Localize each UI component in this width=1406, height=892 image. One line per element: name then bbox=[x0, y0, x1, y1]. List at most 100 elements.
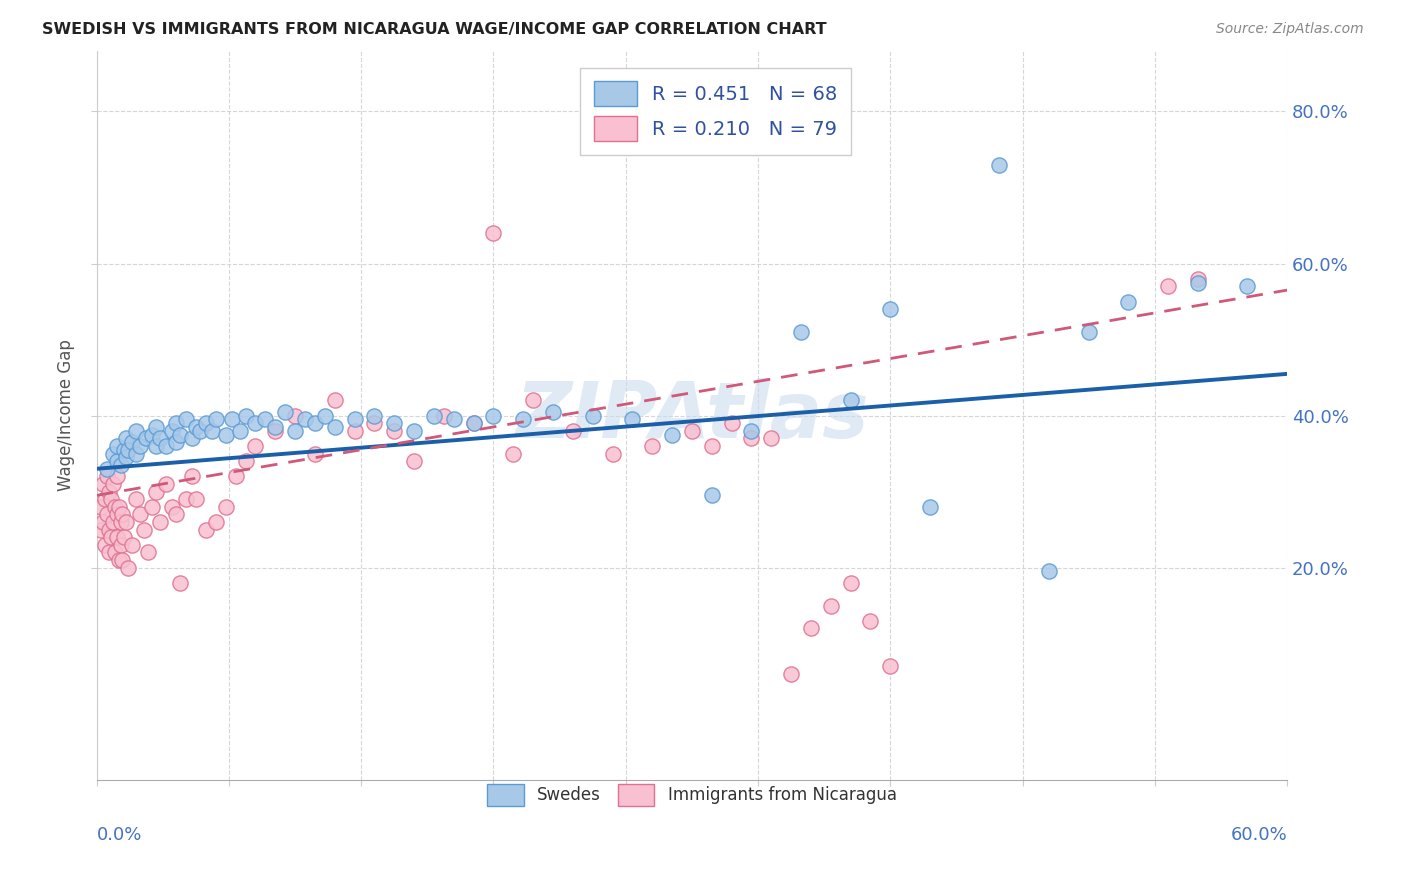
Point bbox=[145, 420, 167, 434]
Point bbox=[1236, 279, 1258, 293]
Point bbox=[790, 325, 813, 339]
Point bbox=[115, 450, 138, 465]
Point bbox=[1038, 565, 1060, 579]
Point bbox=[720, 416, 742, 430]
Point bbox=[839, 575, 862, 590]
Point bbox=[304, 416, 326, 430]
Point bbox=[181, 469, 204, 483]
Point bbox=[879, 302, 901, 317]
Point bbox=[184, 420, 207, 434]
Point bbox=[160, 500, 183, 514]
Point bbox=[174, 492, 197, 507]
Point bbox=[363, 416, 385, 430]
Point bbox=[96, 508, 118, 522]
Point bbox=[1077, 325, 1099, 339]
Point bbox=[114, 530, 136, 544]
Point bbox=[264, 424, 287, 438]
Point bbox=[314, 409, 336, 423]
Point bbox=[107, 553, 129, 567]
Point bbox=[155, 439, 177, 453]
Point bbox=[136, 545, 159, 559]
Point bbox=[93, 492, 115, 507]
Point bbox=[97, 484, 120, 499]
Point bbox=[482, 226, 505, 240]
Point bbox=[1187, 271, 1209, 285]
Point bbox=[97, 523, 120, 537]
Point bbox=[304, 446, 326, 460]
Point bbox=[194, 416, 217, 430]
Point bbox=[294, 412, 316, 426]
Point bbox=[740, 424, 762, 438]
Point bbox=[96, 469, 118, 483]
Point bbox=[103, 500, 125, 514]
Point bbox=[100, 492, 122, 507]
Point bbox=[215, 427, 238, 442]
Point bbox=[681, 424, 703, 438]
Point bbox=[621, 412, 644, 426]
Point bbox=[129, 508, 152, 522]
Point bbox=[820, 599, 842, 613]
Point bbox=[121, 538, 143, 552]
Point bbox=[169, 427, 191, 442]
Point bbox=[105, 508, 128, 522]
Point bbox=[115, 515, 138, 529]
Point bbox=[181, 431, 204, 445]
Text: 60.0%: 60.0% bbox=[1230, 826, 1286, 844]
Point bbox=[117, 442, 139, 457]
Legend: Swedes, Immigrants from Nicaragua: Swedes, Immigrants from Nicaragua bbox=[481, 778, 903, 813]
Point bbox=[160, 424, 183, 438]
Point bbox=[169, 575, 191, 590]
Point bbox=[121, 435, 143, 450]
Point bbox=[274, 405, 297, 419]
Point bbox=[641, 439, 664, 453]
Point bbox=[780, 667, 803, 681]
Point bbox=[135, 431, 157, 445]
Point bbox=[541, 405, 564, 419]
Point bbox=[323, 393, 346, 408]
Point bbox=[110, 515, 132, 529]
Point bbox=[125, 424, 148, 438]
Point bbox=[284, 409, 307, 423]
Point bbox=[382, 416, 405, 430]
Point bbox=[115, 431, 138, 445]
Point bbox=[141, 427, 163, 442]
Point bbox=[90, 500, 112, 514]
Point bbox=[404, 424, 426, 438]
Text: ZIPAtlas: ZIPAtlas bbox=[515, 377, 869, 453]
Text: 0.0%: 0.0% bbox=[97, 826, 142, 844]
Point bbox=[105, 469, 128, 483]
Point bbox=[201, 424, 224, 438]
Point bbox=[107, 500, 129, 514]
Point bbox=[839, 393, 862, 408]
Point bbox=[101, 477, 124, 491]
Point bbox=[463, 416, 485, 430]
Point bbox=[129, 439, 152, 453]
Point bbox=[859, 614, 882, 628]
Point bbox=[145, 439, 167, 453]
Point bbox=[463, 416, 485, 430]
Point bbox=[800, 621, 823, 635]
Point bbox=[97, 545, 120, 559]
Point bbox=[111, 553, 134, 567]
Point bbox=[482, 409, 505, 423]
Point bbox=[111, 508, 134, 522]
Point bbox=[228, 424, 250, 438]
Point bbox=[343, 412, 366, 426]
Point bbox=[145, 484, 167, 499]
Point bbox=[363, 409, 385, 423]
Point bbox=[204, 515, 226, 529]
Point bbox=[100, 530, 122, 544]
Point bbox=[1157, 279, 1180, 293]
Text: SWEDISH VS IMMIGRANTS FROM NICARAGUA WAGE/INCOME GAP CORRELATION CHART: SWEDISH VS IMMIGRANTS FROM NICARAGUA WAG… bbox=[42, 22, 827, 37]
Point bbox=[245, 416, 267, 430]
Point bbox=[382, 424, 405, 438]
Point bbox=[134, 523, 156, 537]
Point bbox=[284, 424, 307, 438]
Point bbox=[700, 439, 723, 453]
Point bbox=[125, 446, 148, 460]
Point bbox=[988, 158, 1011, 172]
Point bbox=[700, 488, 723, 502]
Point bbox=[225, 469, 247, 483]
Point bbox=[235, 454, 257, 468]
Point bbox=[91, 515, 114, 529]
